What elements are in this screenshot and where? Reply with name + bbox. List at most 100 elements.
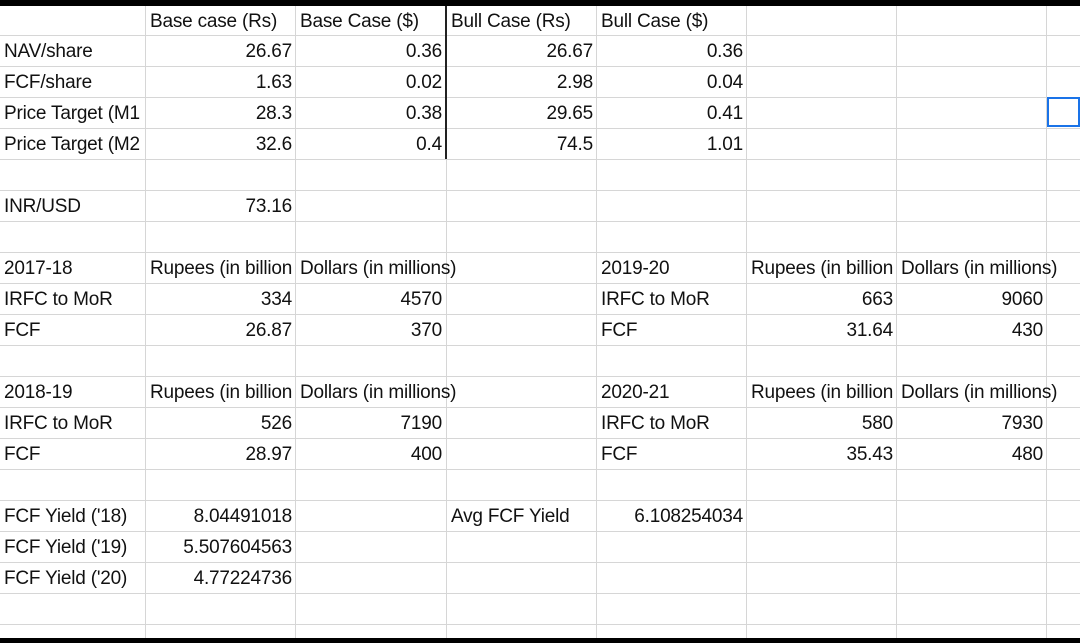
yield-value-20[interactable]: 4.77224736	[193, 568, 293, 589]
row-label-fcf[interactable]: FCF	[4, 320, 41, 341]
dollars-header[interactable]: Dollars (in millions)	[300, 382, 457, 403]
cell-value[interactable]: 26.67	[546, 41, 593, 62]
row-divider	[0, 66, 1080, 67]
row-divider	[0, 221, 1080, 222]
cell-value[interactable]: 4570	[400, 289, 443, 310]
cell-value[interactable]: 9060	[1001, 289, 1044, 310]
cell-value[interactable]: 370	[410, 320, 442, 341]
row-label-price-target-m1[interactable]: Price Target (M1	[4, 103, 140, 124]
cell-value[interactable]: 28.3	[255, 103, 292, 124]
dollars-header[interactable]: Dollars (in millions)	[901, 258, 1058, 279]
avg-yield-label[interactable]: Avg FCF Yield	[451, 506, 570, 527]
cell-value[interactable]: 580	[861, 413, 893, 434]
row-divider	[0, 500, 1080, 501]
cell-value[interactable]: 334	[260, 289, 292, 310]
row-label-irfc[interactable]: IRFC to MoR	[601, 289, 710, 310]
yield-label-20[interactable]: FCF Yield ('20)	[4, 568, 128, 589]
column-divider	[896, 6, 897, 638]
column-divider	[746, 6, 747, 638]
row-divider	[0, 252, 1080, 253]
cell-value[interactable]: 430	[1011, 320, 1043, 341]
cell-value[interactable]: 0.38	[405, 103, 442, 124]
cell-value[interactable]: 7190	[400, 413, 443, 434]
row-divider	[0, 407, 1080, 408]
cell-value[interactable]: 29.65	[546, 103, 593, 124]
cell-value[interactable]: 480	[1011, 444, 1043, 465]
header-base-rs[interactable]: Base case (Rs)	[150, 11, 278, 32]
row-divider	[0, 345, 1080, 346]
spreadsheet-grid	[0, 6, 1080, 638]
cells-layer: Base case (Rs) Base Case ($) Bull Case (…	[0, 6, 1080, 638]
block-year-2020[interactable]: 2020-21	[601, 382, 670, 403]
rupees-header[interactable]: Rupees (in billion	[150, 382, 293, 403]
column-divider	[145, 6, 146, 638]
cell-value[interactable]: 0.36	[706, 41, 743, 62]
cell-value[interactable]: 7930	[1001, 413, 1044, 434]
cell-value[interactable]: 26.67	[245, 41, 292, 62]
rupees-header[interactable]: Rupees (in billion	[150, 258, 293, 279]
yield-value-18[interactable]: 8.04491018	[193, 506, 293, 527]
cell-value[interactable]: 0.02	[405, 72, 442, 93]
row-label-irfc[interactable]: IRFC to MoR	[4, 413, 113, 434]
avg-yield-value[interactable]: 6.108254034	[634, 506, 743, 527]
row-divider	[0, 562, 1080, 563]
bottom-bar	[0, 638, 1080, 643]
row-divider	[0, 469, 1080, 470]
cell-value[interactable]: 28.97	[245, 444, 292, 465]
row-label-fcf-share[interactable]: FCF/share	[4, 72, 92, 93]
row-divider	[0, 159, 1080, 160]
row-divider	[0, 376, 1080, 377]
cell-value[interactable]: 663	[861, 289, 893, 310]
active-cell-selection[interactable]	[1047, 97, 1080, 127]
fx-value[interactable]: 73.16	[245, 196, 292, 217]
yield-label-19[interactable]: FCF Yield ('19)	[4, 537, 128, 558]
row-label-irfc[interactable]: IRFC to MoR	[601, 413, 710, 434]
cell-value[interactable]: 0.41	[706, 103, 743, 124]
cell-value[interactable]: 0.36	[405, 41, 442, 62]
rupees-header[interactable]: Rupees (in billion	[751, 382, 894, 403]
row-divider	[0, 593, 1080, 594]
row-label-nav[interactable]: NAV/share	[4, 41, 93, 62]
cell-value[interactable]: 400	[410, 444, 442, 465]
cell-value[interactable]: 31.64	[846, 320, 893, 341]
cell-value[interactable]: 35.43	[846, 444, 893, 465]
header-bull-rs[interactable]: Bull Case (Rs)	[451, 11, 571, 32]
yield-label-18[interactable]: FCF Yield ('18)	[4, 506, 128, 527]
block-year-2017[interactable]: 2017-18	[4, 258, 73, 279]
column-divider	[596, 6, 597, 638]
block-year-2018[interactable]: 2018-19	[4, 382, 73, 403]
cell-value[interactable]: 0.4	[416, 134, 442, 155]
cell-border	[445, 6, 447, 159]
header-bull-usd[interactable]: Bull Case ($)	[601, 11, 709, 32]
cell-value[interactable]: 1.01	[706, 134, 743, 155]
cell-value[interactable]: 2.98	[556, 72, 593, 93]
header-base-usd[interactable]: Base Case ($)	[300, 11, 419, 32]
column-divider	[295, 6, 296, 638]
block-year-2019[interactable]: 2019-20	[601, 258, 670, 279]
column-divider	[446, 6, 447, 638]
fx-label[interactable]: INR/USD	[4, 196, 81, 217]
row-divider	[0, 35, 1080, 36]
cell-value[interactable]: 0.04	[706, 72, 743, 93]
dollars-header[interactable]: Dollars (in millions)	[901, 382, 1058, 403]
row-divider	[0, 97, 1080, 98]
row-label-fcf[interactable]: FCF	[4, 444, 41, 465]
yield-value-19[interactable]: 5.507604563	[183, 537, 292, 558]
cell-value[interactable]: 526	[260, 413, 292, 434]
row-divider	[0, 128, 1080, 129]
cell-value[interactable]: 1.63	[255, 72, 292, 93]
top-bar	[0, 0, 1080, 6]
row-divider	[0, 314, 1080, 315]
column-divider	[1046, 6, 1047, 638]
rupees-header[interactable]: Rupees (in billion	[751, 258, 894, 279]
row-divider	[0, 283, 1080, 284]
row-label-fcf[interactable]: FCF	[601, 444, 638, 465]
dollars-header[interactable]: Dollars (in millions)	[300, 258, 457, 279]
row-label-irfc[interactable]: IRFC to MoR	[4, 289, 113, 310]
row-divider	[0, 624, 1080, 625]
row-label-fcf[interactable]: FCF	[601, 320, 638, 341]
row-label-price-target-m2[interactable]: Price Target (M2	[4, 134, 140, 155]
cell-value[interactable]: 74.5	[556, 134, 593, 155]
cell-value[interactable]: 26.87	[245, 320, 292, 341]
cell-value[interactable]: 32.6	[255, 134, 292, 155]
